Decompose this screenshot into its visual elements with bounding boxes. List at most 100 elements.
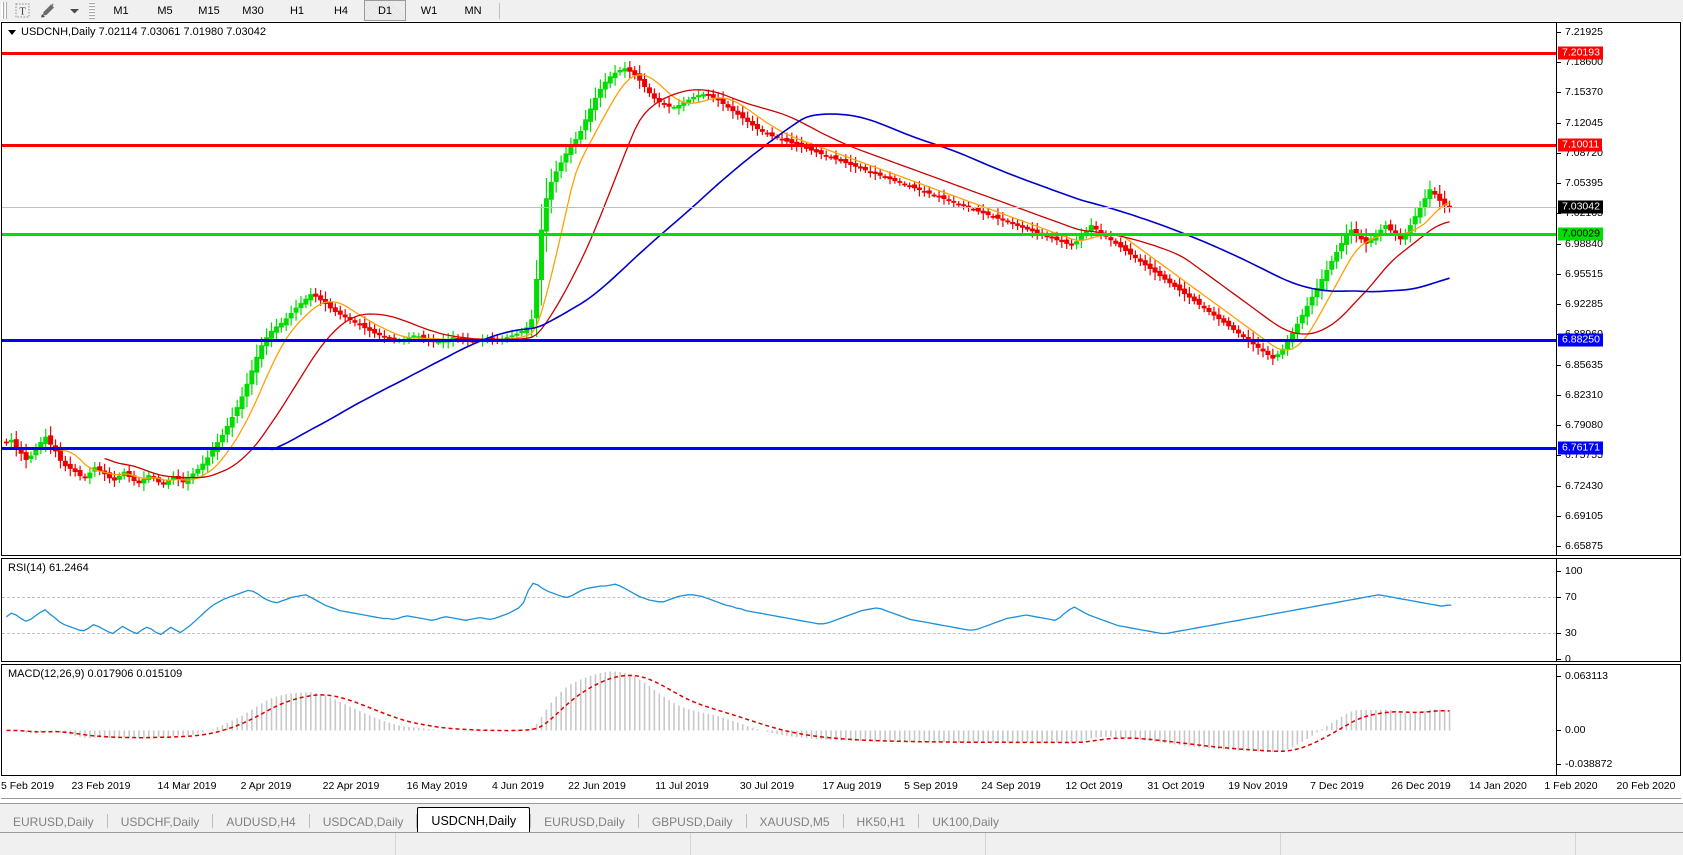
price-axis-tick-label: 6.82310 xyxy=(1565,388,1603,401)
rsi-plot[interactable] xyxy=(2,559,1556,661)
date-axis-label: 30 Jul 2019 xyxy=(739,780,795,792)
price-axis-tickmark xyxy=(1557,183,1561,185)
price-pane-label: USDCNH,Daily 7.02114 7.03061 7.01980 7.0… xyxy=(8,26,266,38)
price-level-line-7.10011[interactable] xyxy=(2,143,1556,147)
rsi-axis[interactable]: 100 70 30 0 xyxy=(1556,559,1680,665)
chart-tab-usdchf-daily[interactable]: USDCHF,Daily xyxy=(107,811,213,833)
price-axis-tickmark xyxy=(1557,243,1561,245)
chart-tab-gbpusd-daily[interactable]: GBPUSD,Daily xyxy=(638,811,746,833)
date-axis-label: 23 Feb 2019 xyxy=(71,780,131,792)
chart-tab-eurusd-daily[interactable]: EURUSD,Daily xyxy=(531,811,638,833)
chart-tab-eurusd-daily[interactable]: EURUSD,Daily xyxy=(0,811,107,833)
price-level-tag-6.88250[interactable]: 6.88250 xyxy=(1558,333,1603,347)
macd-series xyxy=(6,671,1451,753)
price-axis-tickmark xyxy=(1557,364,1561,366)
rsi-axis-tick-label: 100 xyxy=(1565,565,1583,577)
macd-axis-tickmark xyxy=(1557,676,1561,677)
rsi-pane[interactable]: RSI(14) 61.2464 100 70 30 0 xyxy=(1,558,1681,665)
chart-tab-xauusd-m5[interactable]: XAUUSD,M5 xyxy=(746,811,843,833)
tab-divider xyxy=(308,813,310,828)
price-axis-tick-label: 7.05395 xyxy=(1565,177,1603,190)
date-axis-label: 5 Feb 2019 xyxy=(1,780,55,792)
date-axis-label: 24 Sep 2019 xyxy=(981,780,1041,792)
period-m15[interactable]: M15 xyxy=(198,4,220,17)
rsi-line xyxy=(6,582,1452,636)
collapse-arrow-icon[interactable] xyxy=(8,29,16,35)
period-toolbar-grip[interactable] xyxy=(89,2,95,19)
rsi-reference-line-70 xyxy=(2,597,1556,599)
rsi-axis-tick-label: 30 xyxy=(1565,626,1577,639)
price-axis-tickmark xyxy=(1557,92,1561,94)
price-level-line-6.88250[interactable] xyxy=(2,338,1556,342)
period-d1[interactable]: D1 xyxy=(364,0,406,21)
price-axis-tickmark xyxy=(1557,303,1561,305)
chart-tab-audusd-h4[interactable]: AUDUSD,H4 xyxy=(213,811,309,833)
macd-pane[interactable]: MACD(12,26,9) 0.017906 0.015109 0.063113… xyxy=(1,664,1681,776)
price-axis-tickmark xyxy=(1557,274,1561,276)
rsi-axis-tick-label: 0 xyxy=(1565,653,1571,665)
price-level-line-7.03042[interactable] xyxy=(2,207,1556,209)
date-axis-label: 16 May 2019 xyxy=(406,780,468,792)
date-axis-label: 1 Feb 2020 xyxy=(1544,780,1598,792)
chart-tab-uk100-daily[interactable]: UK100,Daily xyxy=(919,811,1012,833)
price-axis-tick-label: 7.12045 xyxy=(1565,116,1603,129)
drawing-tools-icon[interactable] xyxy=(36,0,60,21)
period-m30[interactable]: M30 xyxy=(242,4,264,17)
price-axis-tick-label: 6.92285 xyxy=(1565,297,1603,310)
period-m1[interactable]: M1 xyxy=(113,4,129,17)
price-axis-tick-label: 6.95515 xyxy=(1565,268,1603,281)
price-level-tag-7.20193[interactable]: 7.20193 xyxy=(1558,46,1603,60)
period-m5[interactable]: M5 xyxy=(157,4,173,17)
tabbar-tick xyxy=(1280,833,1281,855)
period-mn[interactable]: MN xyxy=(464,4,482,17)
macd-axis[interactable]: 0.063113 0.00 -0.038872 xyxy=(1556,665,1680,775)
price-level-line-7.00029[interactable] xyxy=(2,233,1556,237)
chart-tab-usdcnh-daily[interactable]: USDCNH,Daily xyxy=(417,807,531,833)
chart-tabs[interactable]: EURUSD,Daily USDCHF,Daily AUDUSD,H4 USDCAD,… xyxy=(0,807,1012,833)
macd-plot[interactable] xyxy=(2,665,1556,775)
date-axis[interactable]: 5 Feb 2019 23 Feb 2019 14 Mar 2019 2 Apr 20… xyxy=(1,778,1681,800)
price-axis-tickmark xyxy=(1557,546,1561,548)
dropdown-arrow-icon[interactable] xyxy=(62,0,86,21)
rsi-axis-tickmark xyxy=(1557,597,1561,599)
price-level-line-7.20193[interactable] xyxy=(2,52,1556,56)
chart-tabbar: EURUSD,Daily USDCHF,Daily AUDUSD,H4 USDCAD,… xyxy=(0,803,1683,855)
price-level-tag-7.10011[interactable]: 7.10011 xyxy=(1558,138,1603,152)
chart-tab-hk50-h1[interactable]: HK50,H1 xyxy=(843,811,919,833)
price-plot[interactable] xyxy=(2,23,1556,555)
price-level-tag-7.00029[interactable]: 7.00029 xyxy=(1558,227,1603,241)
candlestick-series xyxy=(3,61,1453,492)
price-level-tag-7.03042[interactable]: 7.03042 xyxy=(1558,200,1603,214)
tab-divider xyxy=(842,813,844,828)
toolbar-grip[interactable] xyxy=(1,2,7,19)
chart-tab-usdcad-daily[interactable]: USDCAD,Daily xyxy=(309,811,417,833)
tab-divider xyxy=(745,813,747,828)
price-axis-tickmark xyxy=(1557,122,1561,124)
price-pane[interactable]: USDCNH,Daily 7.02114 7.03061 7.01980 7.0… xyxy=(1,22,1681,556)
tab-divider xyxy=(416,813,418,828)
rsi-pane-label: RSI(14) 61.2464 xyxy=(8,562,89,574)
date-axis-label: 11 Jul 2019 xyxy=(655,780,709,792)
rsi-axis-tickmark xyxy=(1557,571,1561,572)
date-axis-label: 17 Aug 2019 xyxy=(822,780,882,792)
price-axis[interactable]: 7.21925 7.18600 7.15370 7.12045 7.08720 7.053… xyxy=(1556,23,1680,555)
text-label-icon[interactable]: T xyxy=(10,0,34,21)
date-axis-label: 14 Mar 2019 xyxy=(157,780,217,792)
toolbar-divider xyxy=(499,2,500,19)
price-level-tag-6.76171[interactable]: 6.76171 xyxy=(1558,441,1603,455)
period-h1[interactable]: H1 xyxy=(289,4,305,17)
date-axis-separator xyxy=(1,798,1681,799)
period-w1[interactable]: W1 xyxy=(420,4,438,17)
period-h4[interactable]: H4 xyxy=(333,4,349,17)
macd-axis-tickmark xyxy=(1557,730,1561,732)
price-axis-tick-label: 6.79080 xyxy=(1565,419,1603,431)
price-axis-tickmark xyxy=(1557,31,1561,33)
price-axis-tickmark xyxy=(1557,515,1561,517)
price-axis-tickmark xyxy=(1557,455,1561,457)
tabbar-line xyxy=(0,832,1683,833)
price-level-line-6.76171[interactable] xyxy=(2,447,1556,451)
date-axis-label: 2 Apr 2019 xyxy=(240,780,292,792)
tab-divider xyxy=(918,813,920,828)
date-axis-label: 26 Dec 2019 xyxy=(1391,780,1451,792)
